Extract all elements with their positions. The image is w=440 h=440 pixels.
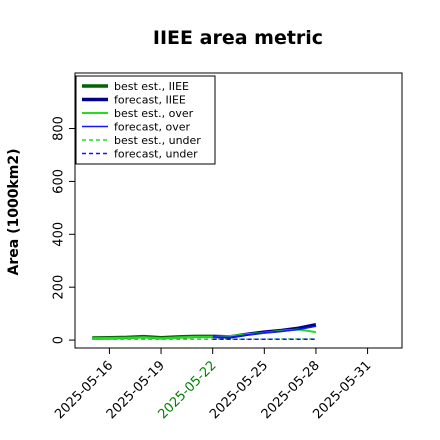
x-axis: 2025-05-162025-05-192025-05-222025-05-25… (52, 348, 374, 422)
legend-label: best est., over (114, 107, 194, 120)
y-tick-label: 600 (52, 169, 67, 194)
plot-frame (74, 72, 403, 349)
legend-label: best est., IIEE (114, 80, 189, 93)
y-axis: 0 200 400 600 800 (52, 116, 75, 344)
legend-label: best est., under (114, 134, 201, 147)
y-tick-label: 0 (52, 336, 67, 344)
chart-title: IIEE area metric (153, 27, 323, 49)
legend-box (75, 75, 216, 165)
legend-label: forecast, over (114, 121, 190, 134)
y-tick-label: 200 (52, 275, 67, 300)
legend-label: forecast, IIEE (114, 94, 186, 107)
series-line-3 (212, 325, 317, 338)
y-tick-label: 400 (52, 222, 67, 247)
legend-label: forecast, under (114, 148, 198, 161)
series-lines (92, 322, 317, 341)
y-tick-label: 800 (52, 116, 67, 141)
y-axis-label: Area (1000km2) (6, 149, 22, 276)
series-line-1 (212, 322, 317, 339)
